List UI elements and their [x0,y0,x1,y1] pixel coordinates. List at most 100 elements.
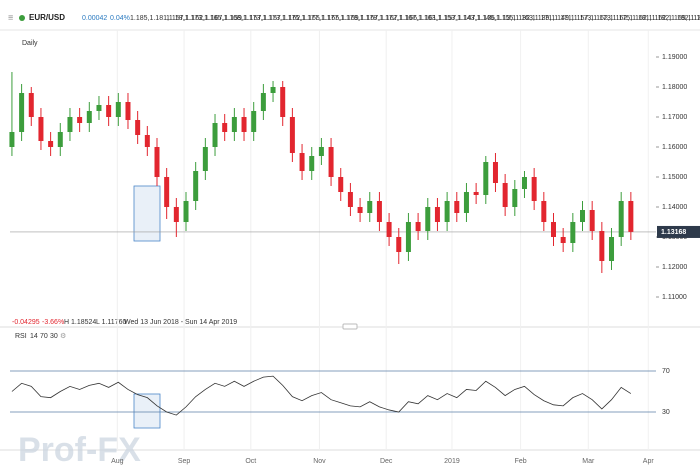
candle-body [202,147,208,171]
x-tick-label: Dec [380,458,393,465]
candle-body [38,117,44,141]
range-low: L 1.11760 [96,319,126,326]
candle-body [135,120,141,135]
y-tick-label: 1.18000 [662,84,687,91]
candle-body [183,201,189,222]
range-high: H 1.18524 [64,319,96,326]
candle-body [367,201,373,213]
candle-body [396,237,402,252]
candle-body [628,201,634,232]
candle-body [270,87,276,93]
candle-body [280,87,286,117]
candle-body [299,153,305,171]
menu-icon[interactable]: ≡ [8,12,13,22]
candle-body [473,192,479,195]
rsi-period: 14 [30,333,38,340]
candle-body [328,147,334,177]
candle-body [425,207,431,231]
last-price-tag [657,225,700,238]
candle-body [318,147,324,156]
candle-body [580,210,586,222]
x-tick-label: Feb [515,458,527,465]
candle-body [512,189,518,207]
change-pct: 0.04% [110,15,130,22]
candle-body [212,123,218,147]
candle-body [57,132,63,147]
candle-body [434,207,440,222]
y-tick-label: 1.19000 [662,54,687,61]
candle-body [9,132,15,147]
candle-body [125,102,131,120]
candle-body [289,117,295,153]
rsi-settings[interactable]: ⚙ [60,332,66,340]
candle-body [164,177,170,207]
y-tick-label: 1.12000 [662,264,687,271]
highlight-box [133,185,161,242]
y-tick-label: 1.17000 [662,114,687,121]
candle-body [386,222,392,237]
candle-body [28,93,34,117]
candle-body [309,156,315,171]
candle-body [454,201,460,213]
candle-body [154,147,160,177]
candle-body [251,111,257,132]
candle-body [338,177,344,192]
candle-body [589,210,595,231]
candle-body [347,192,353,207]
rsi-lower: 30 [50,333,58,340]
candle-body [483,162,489,195]
candle-body [144,135,150,147]
candle-body [357,207,363,213]
interval: Daily [22,40,38,47]
candle-body [86,111,92,123]
x-tick-label: Sep [178,458,191,465]
candle-body [106,105,112,117]
y-tick-label: 1.14000 [662,204,687,211]
y-tick-label: 1.15000 [662,174,687,181]
rsi-line [11,375,632,416]
range-change-pct: -3.66% [42,319,64,326]
candle-body [241,117,247,132]
y-tick-label: 1.11000 [662,294,687,301]
candle-body [96,105,102,111]
candle-body [618,201,624,237]
status-dot [19,15,25,21]
candle-body [609,237,615,261]
range-dates: Wed 13 Jun 2018 - Sun 14 Apr 2019 [124,319,237,326]
candle-body [531,177,537,201]
candle-body [550,222,556,237]
candle-body [463,192,469,213]
candle-body [231,117,237,132]
x-tick-label: Aug [111,458,124,465]
candle-body [521,177,527,189]
candle-body [502,183,508,207]
candle-body [48,141,54,147]
candle-body [492,162,498,183]
panel-resize-handle[interactable] [342,323,358,330]
x-tick-label: Apr [643,458,655,465]
candle-body [444,201,450,222]
candle-body [560,237,566,243]
candle-body [77,117,83,123]
candle-body [570,222,576,243]
y-tick-label: 1.16000 [662,144,687,151]
candle-body [260,93,266,111]
x-tick-label: Nov [313,458,326,465]
rsi-label: RSI [15,333,27,340]
day-high: 1.185,1.181,1.18,1.173,1.165,1.168,1.173… [130,15,700,22]
y-tick-label: 30 [662,409,670,416]
candle-body [193,171,199,201]
range-change: -0.04295 [12,319,40,326]
last-price-label: 1.13168 [661,229,686,236]
watermark: Prof-FX [18,431,141,469]
candle-body [405,222,411,252]
candle-body [415,222,421,231]
x-tick-label: Mar [582,458,595,465]
candle-body [541,201,547,222]
candle-body [115,102,121,117]
change: 0.00042 [82,15,107,22]
candle-body [222,123,228,132]
